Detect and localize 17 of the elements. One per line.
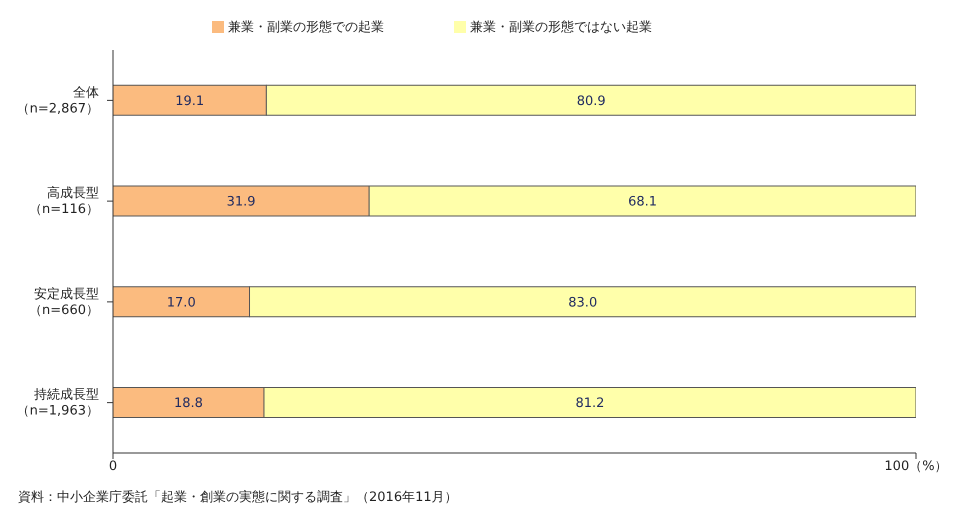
text: 資料：中小企業庁委託「起業・創業の実態に関する調査」（2016年11月） (18, 489, 459, 506)
data-label: 18.8 (174, 396, 203, 412)
data-label: 19.1 (175, 94, 204, 109)
data-label: 81.2 (576, 396, 604, 412)
data-label: 83.0 (568, 295, 598, 310)
x-tick-label: 0 (108, 459, 118, 474)
legend-label: 兼業・副業の形態ではない起業 (470, 20, 652, 35)
y-tick-label: 高成長型（n=116） (29, 185, 99, 218)
y-tick-label: 持続成長型（n=1,963） (16, 388, 99, 419)
data-label: 31.9 (226, 194, 256, 210)
data-label: 80.9 (576, 94, 606, 109)
data-label: 17.0 (166, 295, 196, 310)
legend-label: 兼業・副業の形態での起業 (228, 20, 384, 35)
y-tick-label: 安定成長型（n=660） (29, 286, 99, 318)
x-tick-label: 100（%） (884, 459, 948, 474)
data-label: 68.1 (628, 194, 658, 210)
y-tick-label: 全体（n=2,867） (16, 85, 99, 116)
